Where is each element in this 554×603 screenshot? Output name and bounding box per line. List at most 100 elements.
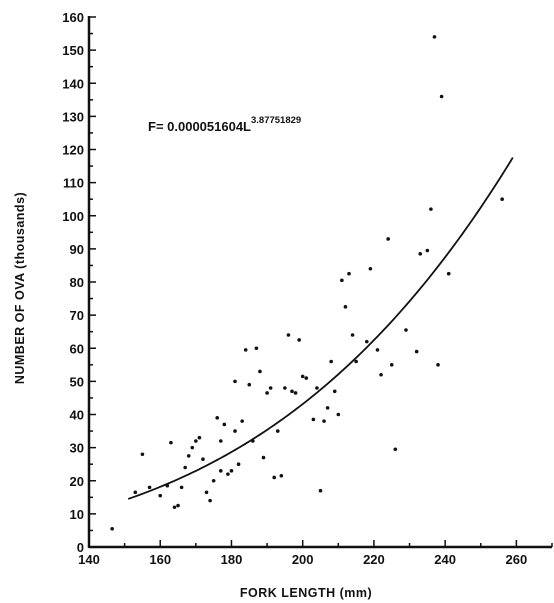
data-point: [297, 338, 301, 342]
y-tick-label: 30: [70, 441, 84, 456]
data-point: [261, 455, 266, 460]
x-tick-label: 200: [292, 552, 314, 567]
data-point: [243, 348, 248, 352]
y-tick-label: 150: [62, 43, 84, 58]
data-point: [165, 483, 170, 488]
x-tick-label: 160: [149, 552, 171, 567]
y-tick-label: 130: [62, 109, 84, 124]
y-tick-label: 140: [62, 76, 84, 91]
data-point: [233, 429, 237, 433]
y-tick-label: 90: [70, 242, 84, 257]
data-point: [133, 490, 138, 495]
data-point: [311, 417, 316, 422]
data-point: [318, 488, 323, 493]
equation-label: F= 0.000051604L3.87751829: [148, 115, 301, 134]
data-point: [350, 333, 355, 337]
data-point: [229, 469, 234, 473]
y-axis-title: NUMBER OF OVA (thousands): [13, 192, 27, 384]
data-point: [183, 465, 187, 470]
equation-prefix: F= 0.000051604L: [148, 119, 251, 134]
data-point: [197, 435, 202, 440]
data-point: [110, 526, 114, 531]
data-point: [446, 271, 451, 276]
data-point: [147, 485, 152, 490]
data-point: [272, 475, 277, 480]
data-point: [432, 35, 437, 39]
data-point: [233, 379, 237, 384]
data-point: [290, 389, 294, 394]
data-point: [279, 473, 284, 478]
data-point: [379, 372, 383, 377]
y-tick-label: 100: [62, 209, 84, 224]
x-tick-label: 140: [78, 552, 100, 567]
data-point: [354, 359, 358, 364]
data-point: [179, 485, 184, 490]
x-axis-title: FORK LENGTH (mm): [240, 586, 372, 600]
data-point: [204, 490, 209, 495]
data-point: [293, 391, 298, 395]
data-point: [208, 498, 212, 503]
data-point: [393, 447, 398, 452]
x-tick-label: 180: [221, 552, 243, 567]
data-point: [404, 328, 408, 332]
y-tick-label: 160: [62, 10, 84, 25]
data-point: [343, 305, 348, 309]
data-point: [389, 363, 394, 367]
data-point: [215, 416, 220, 420]
data-point: [283, 386, 287, 390]
data-point: [386, 237, 390, 241]
data-point: [236, 462, 241, 466]
data-point: [315, 386, 319, 390]
data-point: [254, 346, 259, 351]
data-point: [436, 363, 440, 367]
data-point: [258, 369, 262, 374]
data-point: [425, 248, 430, 253]
data-point: [418, 252, 423, 256]
data-point: [429, 207, 433, 211]
data-point: [251, 439, 255, 443]
data-point: [414, 349, 419, 354]
x-tick-label: 220: [363, 552, 385, 567]
data-point: [140, 452, 145, 457]
y-tick-label: 120: [62, 143, 84, 158]
data-point: [275, 429, 280, 433]
equation-exponent: 3.87751829: [251, 115, 301, 126]
data-point: [265, 391, 269, 395]
data-point: [218, 439, 223, 443]
data-point: [218, 469, 223, 473]
y-tick-label: 110: [63, 176, 84, 191]
data-point: [190, 445, 195, 450]
data-point: [194, 439, 198, 443]
data-point: [176, 503, 180, 508]
data-point: [268, 386, 273, 390]
data-point: [226, 472, 230, 476]
data-point: [332, 389, 337, 394]
data-point: [304, 376, 309, 380]
data-point: [500, 197, 504, 201]
data-point: [439, 94, 444, 99]
y-tick-label: 80: [70, 275, 84, 290]
data-point: [172, 505, 177, 510]
x-tick-label: 260: [506, 552, 528, 567]
data-point: [247, 382, 252, 387]
data-point: [340, 278, 344, 283]
data-point: [325, 406, 330, 410]
data-point: [329, 359, 333, 364]
data-point: [186, 454, 191, 458]
data-point: [368, 266, 373, 271]
y-tick-label: 50: [70, 374, 84, 389]
data-point: [365, 339, 369, 344]
data-point: [169, 440, 173, 445]
data-point: [347, 271, 351, 276]
axes: [87, 16, 552, 549]
data-point: [286, 333, 291, 337]
data-point: [201, 457, 205, 462]
y-tick-label: 40: [70, 408, 84, 423]
y-tick-label: 70: [70, 308, 84, 323]
data-point: [211, 478, 216, 483]
data-point: [300, 374, 305, 379]
y-tick-label: 0: [77, 540, 84, 555]
x-tick-label: 240: [434, 552, 456, 567]
fit-curve-group: [127, 157, 514, 500]
